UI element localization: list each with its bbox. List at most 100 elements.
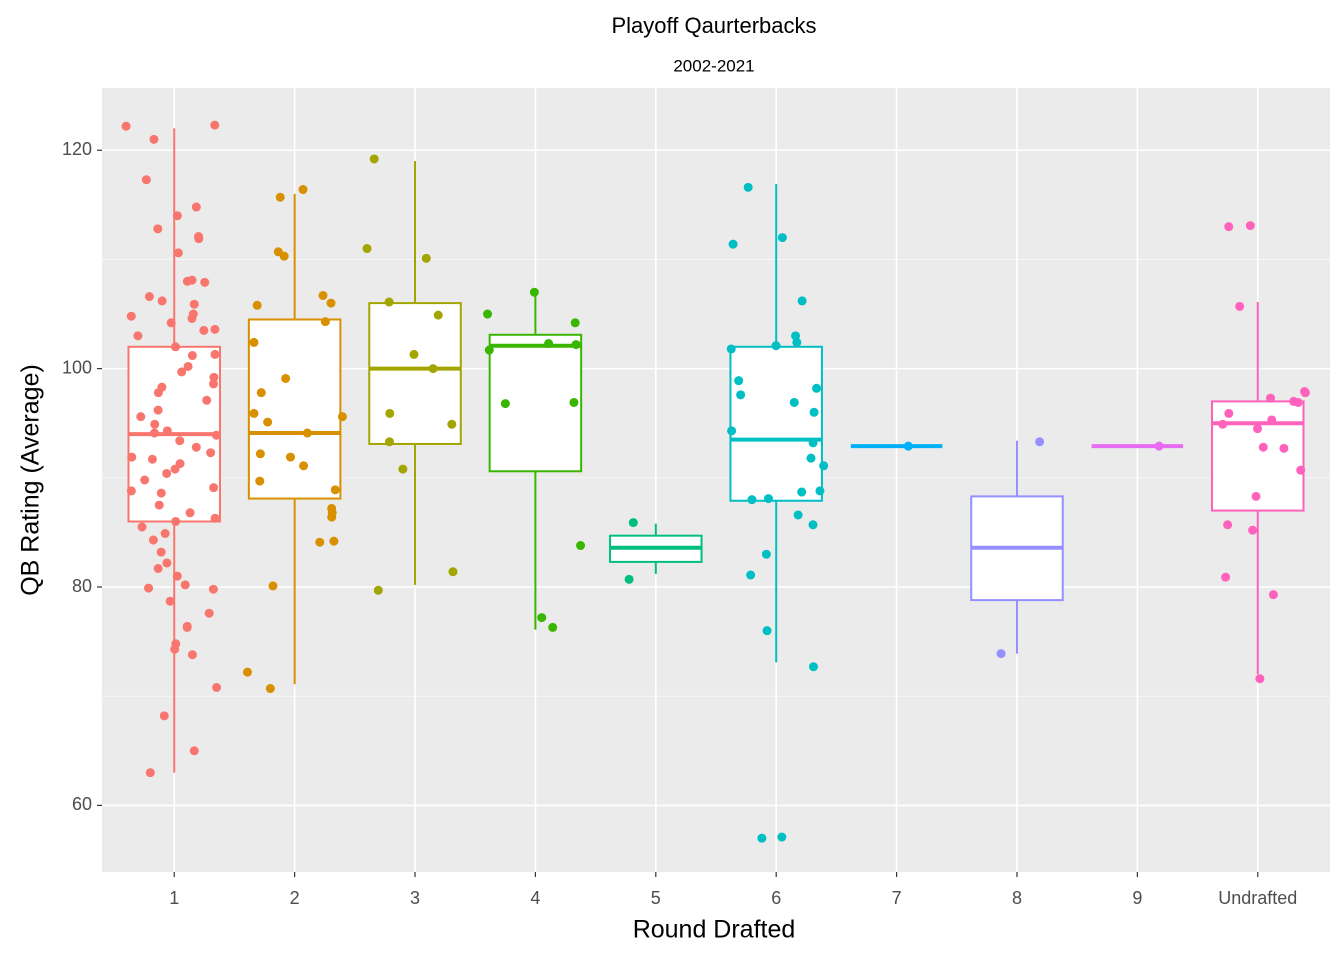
point [398, 464, 408, 474]
point [255, 449, 265, 459]
x-tick-label: Undrafted [1218, 888, 1297, 908]
point [199, 325, 209, 335]
point [746, 570, 756, 580]
point [144, 583, 154, 593]
point [145, 768, 155, 778]
point [793, 510, 803, 520]
point [187, 650, 197, 660]
point [212, 682, 222, 692]
point [202, 395, 212, 405]
point [385, 437, 395, 447]
point [162, 468, 172, 478]
point [571, 340, 581, 350]
point [191, 202, 201, 212]
point [185, 508, 195, 518]
point [157, 296, 167, 306]
point [743, 182, 753, 192]
point [628, 518, 638, 528]
point [210, 513, 220, 523]
point [385, 408, 395, 418]
point [808, 662, 818, 672]
point [819, 461, 829, 471]
point [1258, 442, 1268, 452]
point [570, 318, 580, 328]
point [204, 608, 214, 618]
point [206, 448, 216, 458]
point [1224, 408, 1234, 418]
point [548, 622, 558, 632]
point [281, 373, 291, 383]
x-tick-label: 7 [892, 888, 902, 908]
x-tick-label: 6 [771, 888, 781, 908]
point [483, 309, 493, 319]
point [256, 388, 266, 398]
point [1251, 491, 1261, 501]
x-tick-label: 9 [1132, 888, 1142, 908]
point [797, 487, 807, 497]
chart-subtitle: 2002-2021 [673, 56, 754, 75]
point [727, 426, 737, 436]
point [183, 361, 193, 371]
point [172, 571, 182, 581]
point [162, 426, 172, 436]
point [734, 376, 744, 386]
point [315, 537, 325, 547]
point [133, 331, 143, 341]
point [1245, 221, 1255, 231]
point [792, 337, 802, 347]
box [1211, 400, 1305, 512]
point [170, 644, 180, 654]
point [777, 832, 787, 842]
point [160, 529, 170, 539]
point [757, 833, 767, 843]
point [299, 461, 309, 471]
point [1235, 301, 1245, 311]
y-tick-label: 60 [72, 794, 92, 814]
point [137, 522, 147, 532]
point [500, 399, 510, 409]
point [809, 407, 819, 417]
point [187, 351, 197, 361]
point [771, 341, 781, 351]
point [448, 567, 458, 577]
point [153, 224, 163, 234]
box [729, 345, 823, 502]
x-tick-label: 2 [290, 888, 300, 908]
point [252, 300, 262, 310]
x-tick-label: 3 [410, 888, 420, 908]
point [153, 405, 163, 415]
point [182, 622, 192, 632]
point [279, 251, 289, 261]
point [421, 253, 431, 263]
point [1035, 437, 1045, 447]
point [1218, 419, 1228, 429]
point [249, 408, 259, 418]
point [789, 397, 799, 407]
point [1221, 572, 1231, 582]
y-tick-label: 100 [62, 357, 92, 377]
point [433, 310, 443, 320]
point [268, 581, 278, 591]
point [777, 233, 787, 243]
point [330, 485, 340, 495]
x-tick-label: 5 [651, 888, 661, 908]
point [728, 239, 738, 249]
x-tick-label: 1 [169, 888, 179, 908]
point [285, 452, 295, 462]
point [148, 535, 158, 545]
point [162, 558, 172, 568]
x-axis-title: Round Drafted [633, 916, 796, 944]
point [209, 379, 219, 389]
point [209, 372, 219, 382]
point [140, 475, 150, 485]
point [428, 364, 438, 374]
point [210, 324, 220, 334]
point [320, 317, 330, 327]
point [797, 296, 807, 306]
point [153, 563, 163, 573]
point [747, 495, 757, 505]
point [384, 297, 394, 307]
point [1266, 393, 1276, 403]
point [200, 277, 210, 287]
point [154, 500, 164, 510]
